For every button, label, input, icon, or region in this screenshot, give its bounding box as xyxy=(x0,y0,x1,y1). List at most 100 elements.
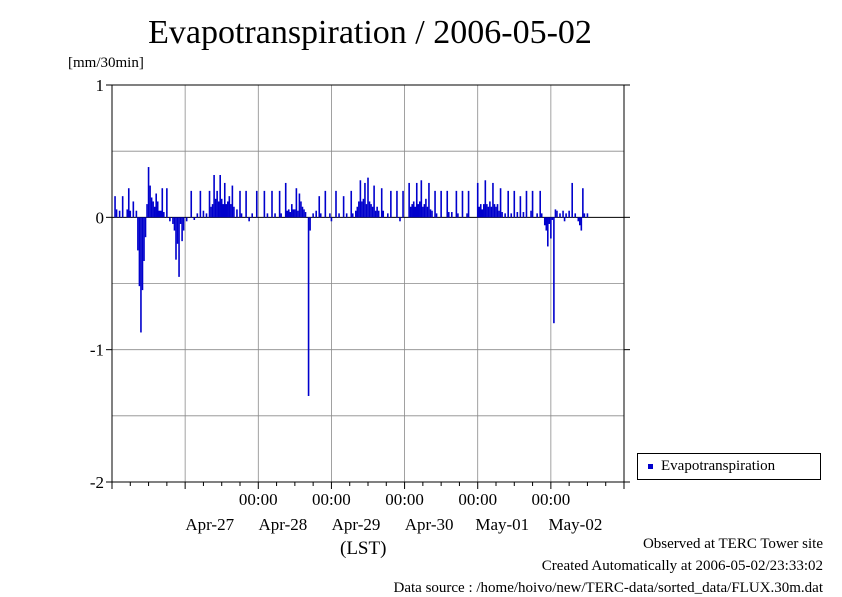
bar xyxy=(159,210,162,218)
bar xyxy=(556,210,558,218)
bar xyxy=(380,188,383,218)
bar xyxy=(292,209,295,218)
bar xyxy=(447,212,450,218)
bar xyxy=(412,201,415,218)
bar xyxy=(483,204,485,218)
bar xyxy=(487,206,490,218)
bar xyxy=(356,206,359,218)
bar xyxy=(155,193,157,218)
bar xyxy=(156,201,159,218)
bar xyxy=(545,217,548,231)
bar xyxy=(586,213,589,218)
bar xyxy=(222,204,225,218)
bar xyxy=(359,180,362,218)
bar xyxy=(571,182,573,218)
bar xyxy=(210,206,212,218)
bar xyxy=(580,217,583,231)
bar xyxy=(467,190,470,218)
bar xyxy=(225,204,228,218)
bar xyxy=(365,204,368,218)
bar xyxy=(466,213,468,218)
bar xyxy=(179,217,182,224)
bar xyxy=(289,212,292,218)
bar xyxy=(513,190,516,218)
bar xyxy=(227,201,229,218)
bar xyxy=(507,190,509,218)
bar xyxy=(147,167,150,218)
bar xyxy=(163,212,165,218)
bar xyxy=(205,213,208,218)
bar xyxy=(582,188,584,218)
bar xyxy=(414,206,417,218)
bar xyxy=(300,201,302,218)
bar xyxy=(371,206,374,218)
bar xyxy=(409,206,412,218)
y-tick-label: 0 xyxy=(96,208,105,227)
bar xyxy=(251,213,253,218)
bar xyxy=(579,217,581,226)
bar xyxy=(172,217,174,224)
bar xyxy=(132,201,135,218)
bar xyxy=(382,210,385,218)
bar xyxy=(489,201,491,218)
bar xyxy=(342,196,345,218)
bar xyxy=(216,190,218,218)
bar xyxy=(176,217,179,244)
y-tick-label: -2 xyxy=(90,473,104,492)
bar xyxy=(324,190,327,218)
x-date-label: May-02 xyxy=(549,515,603,534)
bar xyxy=(153,206,156,218)
bar xyxy=(141,217,144,291)
bar xyxy=(298,193,301,218)
bar xyxy=(425,198,427,218)
bar xyxy=(431,210,433,218)
bar xyxy=(374,210,377,218)
bar xyxy=(525,190,528,218)
bar xyxy=(193,217,196,220)
bar xyxy=(121,196,124,218)
bar xyxy=(217,201,220,218)
bar xyxy=(355,210,357,218)
bar xyxy=(490,206,493,218)
bar xyxy=(368,201,371,218)
bar xyxy=(114,196,116,218)
bar xyxy=(263,190,266,218)
bar xyxy=(559,213,561,218)
bar xyxy=(271,190,273,218)
y-unit-label: [mm/30min] xyxy=(68,55,144,71)
legend-swatch xyxy=(648,464,653,469)
bar xyxy=(426,206,429,218)
bar xyxy=(434,190,436,218)
footer-created: Created Automatically at 2006-05-02/23:3… xyxy=(541,558,823,574)
bar xyxy=(577,217,580,222)
bar xyxy=(291,204,293,218)
bar xyxy=(330,217,333,222)
bar xyxy=(568,210,570,218)
bar xyxy=(484,180,487,218)
bar xyxy=(329,213,331,218)
bar xyxy=(510,213,513,218)
bar xyxy=(455,190,458,218)
bar xyxy=(211,204,214,218)
bar xyxy=(350,190,353,218)
x-date-label: Apr-28 xyxy=(258,515,307,534)
bar xyxy=(315,210,317,218)
bar xyxy=(446,190,449,218)
bar xyxy=(362,198,365,218)
bar xyxy=(231,185,234,218)
bar xyxy=(539,190,541,218)
bar xyxy=(364,182,366,218)
x-date-label: May-01 xyxy=(475,515,529,534)
bar xyxy=(415,182,418,218)
bar xyxy=(411,204,413,218)
bar xyxy=(435,213,438,218)
bar xyxy=(115,209,118,218)
bar xyxy=(182,217,185,231)
bar xyxy=(486,204,488,218)
bar xyxy=(531,190,534,218)
bar xyxy=(236,209,238,218)
bar xyxy=(419,201,421,218)
bar xyxy=(399,217,401,222)
y-tick-label: 1 xyxy=(96,76,105,95)
footer-source: Data source : /home/hoivo/new/TERC-data/… xyxy=(393,580,824,596)
